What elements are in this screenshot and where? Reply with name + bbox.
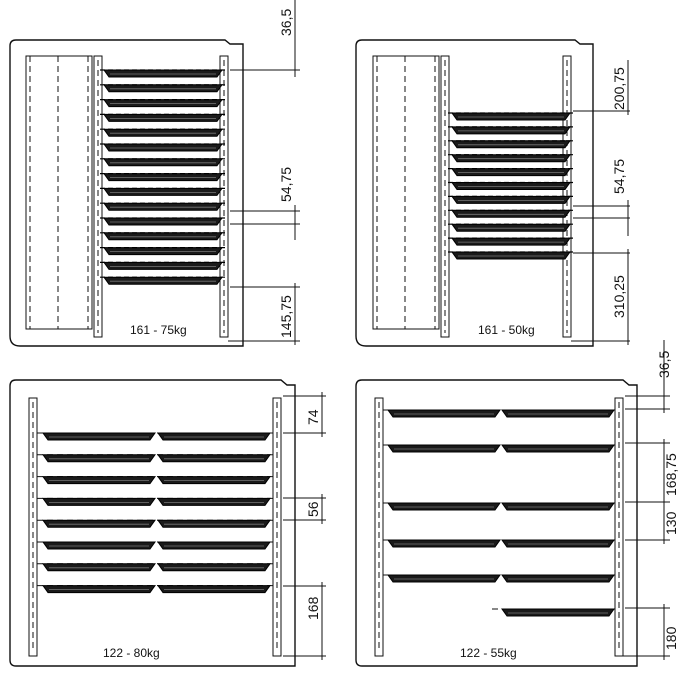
tray xyxy=(42,541,156,550)
tray xyxy=(157,541,271,550)
tray xyxy=(501,502,615,511)
tray xyxy=(42,519,156,528)
tray xyxy=(157,497,271,506)
tray xyxy=(447,223,575,232)
dim-label: 36,5 xyxy=(278,9,294,36)
tray xyxy=(447,195,575,204)
dim-label: 180 xyxy=(663,626,679,650)
door-panel xyxy=(372,55,440,330)
right-rail xyxy=(272,397,282,657)
tray xyxy=(99,173,227,182)
tray xyxy=(99,128,227,137)
dim-label: 54,75 xyxy=(611,159,627,194)
rack-caption: 161 - 50kg xyxy=(478,323,535,337)
tray xyxy=(42,563,156,572)
cabinet-outline xyxy=(9,39,244,347)
dim-label: 54,75 xyxy=(278,167,294,202)
tray xyxy=(387,539,501,548)
rack-caption: 122 - 55kg xyxy=(460,646,517,660)
dim-label: 56 xyxy=(305,501,321,517)
tray xyxy=(501,409,615,418)
tray xyxy=(447,168,575,177)
tray xyxy=(99,232,227,241)
tray xyxy=(447,181,575,191)
tray xyxy=(42,476,156,485)
tray xyxy=(501,444,615,453)
tray xyxy=(42,585,156,594)
panel-122-80kg: 74 56 168 122 - 80kg xyxy=(9,379,326,667)
left-rail xyxy=(374,397,384,657)
dim-label: 36,5 xyxy=(656,351,672,378)
tray xyxy=(99,187,227,196)
tray xyxy=(447,209,575,218)
tray xyxy=(99,261,227,270)
tray xyxy=(99,69,227,78)
tray-stack xyxy=(37,432,273,594)
tray xyxy=(99,98,227,108)
tray xyxy=(99,276,227,285)
tray xyxy=(447,126,575,135)
tray xyxy=(447,112,575,121)
tray xyxy=(157,519,271,528)
tray-stack xyxy=(447,112,575,260)
tray-stack xyxy=(383,409,615,617)
tray xyxy=(387,574,501,583)
tray xyxy=(99,247,227,256)
tray xyxy=(157,476,271,485)
tray xyxy=(99,84,227,93)
left-rail xyxy=(93,55,103,338)
cabinet-outline xyxy=(9,379,296,667)
dim-label: 168,75 xyxy=(663,453,679,496)
tray xyxy=(157,585,271,594)
tray xyxy=(447,154,575,163)
tray xyxy=(42,454,156,463)
tray xyxy=(99,158,227,167)
panel-161-50kg: 200,75 54,75 310,25 161 - 50kg xyxy=(355,39,630,347)
tray xyxy=(501,574,615,583)
cabinet-outline xyxy=(355,379,638,667)
tray-stack xyxy=(99,69,227,285)
tray xyxy=(387,502,501,511)
tray xyxy=(447,237,575,246)
tray xyxy=(157,432,271,441)
tray xyxy=(447,251,575,260)
door-panel xyxy=(25,55,93,330)
right-rail xyxy=(614,397,624,657)
cabinet-outline xyxy=(355,39,594,347)
tray xyxy=(501,608,615,617)
panel-122-55kg: 36,5 168,75 130 180 122 - 55kg xyxy=(355,340,679,667)
rack-caption: 161 - 75kg xyxy=(130,323,187,337)
dim-label: 130 xyxy=(663,511,679,535)
left-rail xyxy=(28,397,38,657)
tray xyxy=(157,454,271,463)
tray xyxy=(501,539,615,548)
tray xyxy=(42,432,156,441)
tray xyxy=(99,217,227,226)
dim-label: 145,75 xyxy=(278,295,294,338)
tray xyxy=(157,563,271,572)
rack-caption: 122 - 80kg xyxy=(103,646,160,660)
tray xyxy=(99,113,227,123)
tray xyxy=(99,143,227,152)
dim-label: 168 xyxy=(305,596,321,620)
tray xyxy=(447,140,575,149)
tray xyxy=(42,497,156,506)
tray xyxy=(99,202,227,211)
panel-161-75kg: 36,5 54,75 145,75 161 - 75kg xyxy=(9,0,300,347)
tray xyxy=(387,444,501,453)
dim-label: 74 xyxy=(305,409,321,425)
dim-label: 310,25 xyxy=(611,275,627,318)
tray xyxy=(387,409,501,418)
dim-label: 200,75 xyxy=(611,67,627,110)
right-rail xyxy=(219,55,229,338)
